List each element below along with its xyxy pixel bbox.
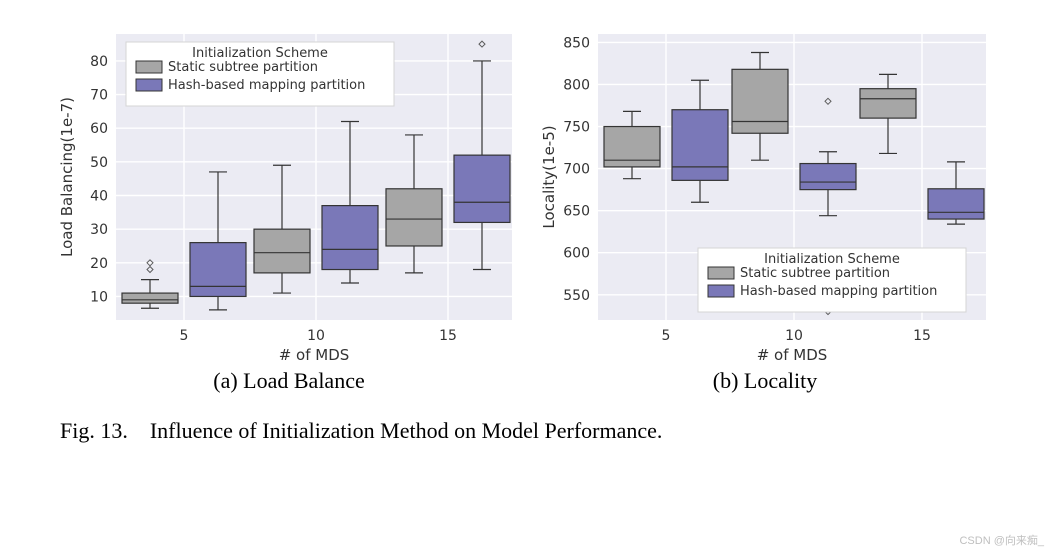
svg-text:Load Balancing(1e-7): Load Balancing(1e-7) <box>58 97 76 257</box>
svg-text:Initialization Scheme: Initialization Scheme <box>764 252 900 267</box>
svg-text:10: 10 <box>90 289 108 305</box>
svg-text:650: 650 <box>563 204 590 220</box>
svg-text:Hash-based mapping partition: Hash-based mapping partition <box>168 78 365 93</box>
svg-text:Static subtree partition: Static subtree partition <box>740 266 890 281</box>
svg-text:700: 700 <box>563 162 590 178</box>
svg-text:550: 550 <box>563 288 590 304</box>
svg-text:Locality(1e-5): Locality(1e-5) <box>540 125 558 228</box>
svg-text:750: 750 <box>563 120 590 136</box>
svg-text:850: 850 <box>563 35 590 51</box>
subcaption-a: (a) Load Balance <box>213 368 364 394</box>
svg-text:# of MDS: # of MDS <box>279 346 350 360</box>
svg-text:80: 80 <box>90 54 108 70</box>
panel-a: 10 20 30 40 50 60 70 80 5 10 15 # of MDS Load Balanc… <box>54 20 524 394</box>
subcaption-b: (b) Locality <box>713 368 817 394</box>
figure: 10 20 30 40 50 60 70 80 5 10 15 # of MDS Load Balanc… <box>0 0 1052 554</box>
svg-text:30: 30 <box>90 222 108 238</box>
svg-text:Hash-based mapping partition: Hash-based mapping partition <box>740 284 937 299</box>
caption-prefix: Fig. 13. <box>60 418 128 443</box>
load-balance-chart: 10 20 30 40 50 60 70 80 5 10 15 # of MDS Load Balanc… <box>54 20 524 360</box>
panel-b: 550 600 650 700 750 800 850 5 10 15 # of MDS Locali… <box>532 20 998 394</box>
svg-text:60: 60 <box>90 121 108 137</box>
svg-text:10: 10 <box>785 328 803 344</box>
svg-text:# of MDS: # of MDS <box>757 346 828 360</box>
svg-text:15: 15 <box>439 328 457 344</box>
watermark: CSDN @向来痴_ <box>959 532 1044 548</box>
svg-text:800: 800 <box>563 77 590 93</box>
svg-text:70: 70 <box>90 88 108 104</box>
svg-text:5: 5 <box>662 328 671 344</box>
svg-text:600: 600 <box>563 246 590 262</box>
caption-text: Influence of Initialization Method on Mo… <box>150 418 663 443</box>
svg-text:40: 40 <box>90 189 108 205</box>
svg-text:15: 15 <box>913 328 931 344</box>
svg-text:5: 5 <box>180 328 189 344</box>
svg-text:10: 10 <box>307 328 325 344</box>
locality-chart: 550 600 650 700 750 800 850 5 10 15 # of MDS Locali… <box>532 20 998 360</box>
panels-row: 10 20 30 40 50 60 70 80 5 10 15 # of MDS Load Balanc… <box>0 0 1052 394</box>
svg-text:50: 50 <box>90 155 108 171</box>
figure-caption: Fig. 13. Influence of Initialization Met… <box>0 394 1052 444</box>
svg-text:20: 20 <box>90 256 108 272</box>
svg-text:Initialization Scheme: Initialization Scheme <box>192 46 328 61</box>
svg-text:Static subtree partition: Static subtree partition <box>168 60 318 75</box>
